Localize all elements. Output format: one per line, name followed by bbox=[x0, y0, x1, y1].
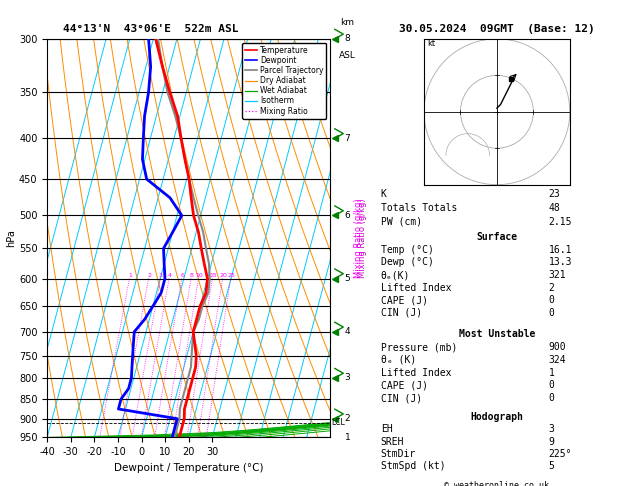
Text: 6: 6 bbox=[181, 273, 184, 278]
Text: 321: 321 bbox=[548, 270, 566, 280]
Text: 3: 3 bbox=[345, 373, 350, 382]
Text: 6: 6 bbox=[345, 211, 350, 220]
Text: kt: kt bbox=[428, 39, 436, 48]
Text: 1: 1 bbox=[345, 433, 350, 442]
Text: 2: 2 bbox=[147, 273, 151, 278]
Text: StmSpd (kt): StmSpd (kt) bbox=[381, 461, 445, 471]
Text: 0: 0 bbox=[548, 393, 554, 403]
Text: Dewp (°C): Dewp (°C) bbox=[381, 258, 434, 267]
Text: 13.3: 13.3 bbox=[548, 258, 572, 267]
Text: © weatheronline.co.uk: © weatheronline.co.uk bbox=[445, 481, 549, 486]
Text: 23: 23 bbox=[548, 189, 560, 199]
Text: 324: 324 bbox=[548, 355, 566, 365]
Text: CIN (J): CIN (J) bbox=[381, 308, 422, 318]
Text: 4: 4 bbox=[167, 273, 172, 278]
Text: 0: 0 bbox=[548, 308, 554, 318]
Text: 2: 2 bbox=[345, 414, 350, 423]
Text: 2.15: 2.15 bbox=[548, 217, 572, 226]
Text: LCL: LCL bbox=[331, 418, 345, 427]
Text: Most Unstable: Most Unstable bbox=[459, 330, 535, 339]
Text: 3: 3 bbox=[159, 273, 163, 278]
Text: 48: 48 bbox=[548, 203, 560, 213]
Text: K: K bbox=[381, 189, 387, 199]
Legend: Temperature, Dewpoint, Parcel Trajectory, Dry Adiabat, Wet Adiabat, Isotherm, Mi: Temperature, Dewpoint, Parcel Trajectory… bbox=[242, 43, 326, 119]
Text: 4: 4 bbox=[345, 327, 350, 336]
Text: CAPE (J): CAPE (J) bbox=[381, 295, 428, 305]
Text: 5: 5 bbox=[548, 461, 554, 471]
Text: Hodograph: Hodograph bbox=[470, 412, 523, 422]
Text: Surface: Surface bbox=[476, 232, 518, 242]
Text: 30.05.2024  09GMT  (Base: 12): 30.05.2024 09GMT (Base: 12) bbox=[399, 24, 595, 34]
Text: 8: 8 bbox=[190, 273, 194, 278]
Text: θₑ(K): θₑ(K) bbox=[381, 270, 410, 280]
Text: SREH: SREH bbox=[381, 436, 404, 447]
Text: 10: 10 bbox=[195, 273, 203, 278]
Text: Lifted Index: Lifted Index bbox=[381, 367, 452, 378]
Text: 5: 5 bbox=[345, 274, 350, 283]
Text: 15: 15 bbox=[209, 273, 217, 278]
X-axis label: Dewpoint / Temperature (°C): Dewpoint / Temperature (°C) bbox=[114, 463, 264, 473]
Text: Totals Totals: Totals Totals bbox=[381, 203, 457, 213]
Y-axis label: hPa: hPa bbox=[6, 229, 16, 247]
Text: 1: 1 bbox=[128, 273, 132, 278]
Text: ASL: ASL bbox=[339, 51, 356, 60]
Text: PW (cm): PW (cm) bbox=[381, 217, 422, 226]
Text: 8: 8 bbox=[345, 35, 350, 43]
Text: 44°13'N  43°06'E  522m ASL: 44°13'N 43°06'E 522m ASL bbox=[63, 24, 239, 34]
Text: 900: 900 bbox=[548, 342, 566, 352]
Text: CIN (J): CIN (J) bbox=[381, 393, 422, 403]
Text: CAPE (J): CAPE (J) bbox=[381, 381, 428, 390]
Text: 3: 3 bbox=[548, 424, 554, 434]
Text: 2: 2 bbox=[548, 283, 554, 293]
Text: 7: 7 bbox=[345, 134, 350, 143]
Text: 1: 1 bbox=[548, 367, 554, 378]
Text: 9: 9 bbox=[548, 436, 554, 447]
Text: Lifted Index: Lifted Index bbox=[381, 283, 452, 293]
Text: 225°: 225° bbox=[548, 449, 572, 459]
Text: 25: 25 bbox=[227, 273, 235, 278]
Text: Temp (°C): Temp (°C) bbox=[381, 245, 434, 255]
Text: 16.1: 16.1 bbox=[548, 245, 572, 255]
Text: Mixing Ratio (g/kg): Mixing Ratio (g/kg) bbox=[354, 198, 363, 278]
Text: EH: EH bbox=[381, 424, 392, 434]
Text: 0: 0 bbox=[548, 295, 554, 305]
Text: 20: 20 bbox=[219, 273, 227, 278]
Text: θₑ (K): θₑ (K) bbox=[381, 355, 416, 365]
Text: 0: 0 bbox=[548, 381, 554, 390]
Text: StmDir: StmDir bbox=[381, 449, 416, 459]
Text: km: km bbox=[340, 18, 355, 27]
Text: Mixing Ratio (g/kg): Mixing Ratio (g/kg) bbox=[359, 198, 367, 278]
Text: Pressure (mb): Pressure (mb) bbox=[381, 342, 457, 352]
